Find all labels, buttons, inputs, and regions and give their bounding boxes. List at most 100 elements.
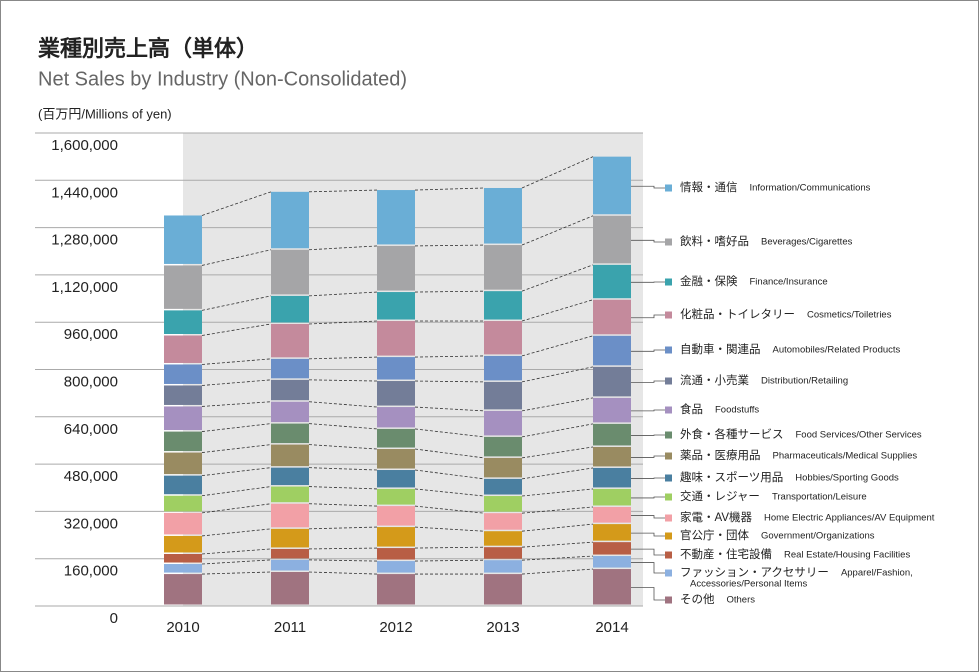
connector bbox=[414, 290, 485, 293]
legend-swatch bbox=[665, 452, 672, 460]
connector bbox=[201, 423, 272, 432]
bar-segment bbox=[164, 385, 202, 405]
bar-segment bbox=[593, 446, 631, 467]
bar-segment bbox=[484, 245, 522, 290]
connector bbox=[521, 488, 594, 497]
connector bbox=[201, 444, 272, 453]
x-tick-label: 2012 bbox=[379, 619, 412, 636]
legend-label-en: Foodstuffs bbox=[715, 405, 759, 416]
legend-label-en: Accessories/Personal Items bbox=[690, 579, 807, 590]
legend-label-en: Others bbox=[727, 595, 756, 606]
legend-label: 不動産・住宅設備 bbox=[680, 547, 772, 561]
connector bbox=[201, 249, 272, 266]
connector bbox=[308, 571, 378, 575]
bar-segment bbox=[593, 366, 631, 397]
bar-segment bbox=[271, 559, 309, 571]
legend-leader bbox=[631, 562, 668, 574]
bar-segment bbox=[271, 548, 309, 559]
connector bbox=[201, 323, 272, 336]
bar-segment bbox=[271, 572, 309, 605]
bar-segment bbox=[593, 524, 631, 541]
bar-segment bbox=[484, 187, 522, 244]
bar-segment bbox=[271, 249, 309, 295]
legend-label: 金融・保険 bbox=[680, 274, 738, 288]
bar-segment bbox=[271, 401, 309, 423]
connector bbox=[308, 559, 378, 562]
bar-segment bbox=[164, 310, 202, 335]
legend-label: ファッション・アクセサリー bbox=[680, 566, 829, 579]
legend-swatch bbox=[665, 596, 672, 604]
bar-segment bbox=[164, 564, 202, 573]
connector bbox=[521, 215, 594, 246]
x-tick-label: 2014 bbox=[595, 619, 628, 636]
connector bbox=[414, 526, 485, 532]
bar-segment bbox=[271, 191, 309, 249]
bar-segment bbox=[484, 574, 522, 605]
bar-segment bbox=[593, 556, 631, 568]
bar-segment bbox=[271, 444, 309, 467]
bar-segment bbox=[271, 379, 309, 401]
legend-swatch bbox=[665, 406, 672, 414]
bar-segment bbox=[484, 410, 522, 436]
connector bbox=[308, 423, 378, 430]
bar-segment bbox=[377, 561, 415, 573]
y-tick-label: 1,440,000 bbox=[51, 184, 118, 201]
bar-segment bbox=[377, 190, 415, 245]
x-tick-label: 2013 bbox=[486, 619, 519, 636]
bar-segment bbox=[593, 506, 631, 523]
y-tick-label: 800,000 bbox=[64, 373, 118, 390]
legend-label: 自動車・関連品 bbox=[680, 342, 761, 356]
legend-label: 化粧品・トイレタリー bbox=[680, 307, 795, 321]
legend-leader bbox=[631, 349, 668, 352]
legend-label: 薬品・医療用品 bbox=[680, 448, 761, 462]
legend-label: その他 bbox=[680, 593, 715, 606]
bar-segment bbox=[377, 548, 415, 560]
connector bbox=[201, 401, 272, 407]
bar-segment bbox=[271, 528, 309, 548]
bar-segment bbox=[377, 574, 415, 605]
legend-swatch bbox=[665, 346, 672, 354]
bar-segment bbox=[484, 381, 522, 410]
connector bbox=[521, 568, 594, 575]
legend-leader bbox=[631, 185, 668, 189]
bar-segment bbox=[593, 264, 631, 299]
connector bbox=[414, 244, 485, 247]
legend-label-en: Hobbies/Sporting Goods bbox=[795, 473, 899, 484]
connector bbox=[201, 486, 272, 497]
bar-segment bbox=[271, 358, 309, 379]
legend-label: 外食・各種サービス bbox=[680, 427, 784, 441]
legend-swatch bbox=[665, 474, 672, 482]
y-tick-label: 640,000 bbox=[64, 421, 118, 438]
connector bbox=[201, 503, 272, 514]
y-tick-label: 960,000 bbox=[64, 326, 118, 343]
legend-label-en: Real Estate/Housing Facilities bbox=[784, 550, 910, 561]
bar-segment bbox=[484, 321, 522, 355]
connector bbox=[521, 555, 594, 561]
bar-segment bbox=[593, 423, 631, 446]
legend-label: 家電・AV機器 bbox=[680, 510, 752, 524]
legend-label: 官公庁・団体 bbox=[680, 528, 749, 542]
bar-segment bbox=[593, 299, 631, 335]
bar-segment bbox=[484, 531, 522, 546]
legend-swatch bbox=[665, 569, 672, 577]
bar-segment bbox=[593, 542, 631, 555]
connector bbox=[201, 358, 272, 365]
bar-segment bbox=[271, 467, 309, 486]
connector bbox=[414, 505, 485, 514]
bar-segment bbox=[164, 475, 202, 495]
connector bbox=[414, 546, 485, 549]
bar-segment bbox=[377, 449, 415, 469]
legend-label-en: Beverages/Cigarettes bbox=[761, 237, 853, 248]
bar-segment bbox=[164, 431, 202, 452]
legend-label-en: Automobiles/Related Products bbox=[773, 345, 901, 356]
connector bbox=[414, 187, 485, 191]
connector bbox=[201, 379, 272, 386]
bar-segment bbox=[377, 488, 415, 505]
legend-label-en: Transportation/Leisure bbox=[772, 492, 867, 503]
bar-segment bbox=[164, 265, 202, 309]
connector bbox=[308, 467, 378, 471]
bar-segment bbox=[484, 513, 522, 530]
legend-label-en: Government/Organizations bbox=[761, 531, 875, 542]
bar-segment bbox=[164, 495, 202, 512]
bar-segment bbox=[164, 574, 202, 605]
